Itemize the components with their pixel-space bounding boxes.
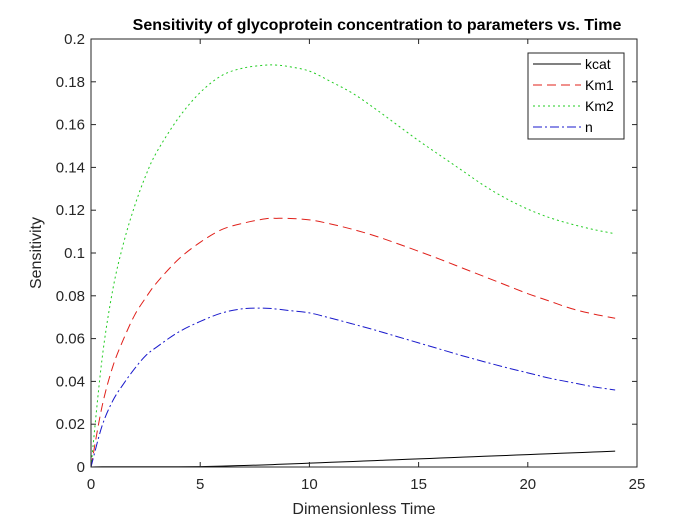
- y-tick-label-0: 0: [77, 459, 85, 476]
- x-tick-label-1: 5: [196, 476, 204, 493]
- y-tick-label-5: 0.1: [64, 245, 85, 262]
- x-tick-label-4: 20: [519, 476, 536, 493]
- y-tick-label-4: 0.08: [56, 288, 85, 305]
- series-line-km1: [90, 217, 616, 468]
- x-tick-label-0: 0: [87, 476, 95, 493]
- x-axis: 0 5 10 15 20 25: [87, 39, 646, 493]
- legend: kcat Km1 Km2 n: [527, 52, 625, 140]
- series-line-km2: [90, 64, 616, 468]
- y-tick-label-6: 0.12: [56, 202, 85, 219]
- legend-label-km2: Km2: [585, 98, 614, 114]
- y-tick-label-10: 0.2: [64, 31, 85, 48]
- y-tick-label-8: 0.16: [56, 117, 85, 134]
- x-tick-label-3: 15: [410, 476, 427, 493]
- legend-label-kcat: kcat: [585, 56, 611, 72]
- legend-box: [527, 52, 625, 140]
- y-axis-label: Sensitivity: [28, 217, 45, 289]
- series-line-n: [90, 307, 616, 468]
- chart-title: Sensitivity of glycoprotein concentratio…: [133, 17, 622, 34]
- y-tick-label-3: 0.06: [56, 331, 85, 348]
- y-tick-label-1: 0.02: [56, 416, 85, 433]
- x-axis-label: Dimensionless Time: [292, 501, 435, 518]
- y-tick-label-9: 0.18: [56, 74, 85, 91]
- x-tick-label-2: 10: [301, 476, 318, 493]
- legend-label-km1: Km1: [585, 77, 614, 93]
- y-tick-label-2: 0.04: [56, 373, 85, 390]
- x-tick-label-5: 25: [629, 476, 646, 493]
- y-tick-label-7: 0.14: [56, 159, 85, 176]
- legend-label-n: n: [585, 119, 593, 135]
- y-axis: 0 0.02 0.04 0.06 0.08 0.1 0.12 0.14 0.16 0.18 0.2: [56, 31, 637, 476]
